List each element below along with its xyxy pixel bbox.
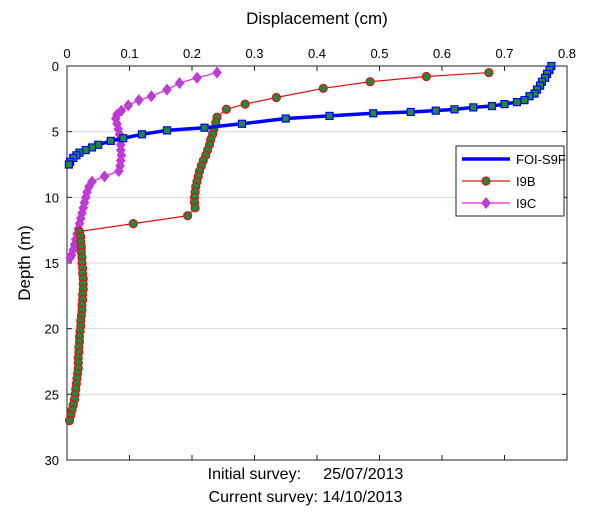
x-tick-label: 0.4 xyxy=(308,46,326,61)
series-foi-s9f xyxy=(64,61,556,169)
x-tick-label: 0 xyxy=(63,46,70,61)
data-point xyxy=(365,77,375,87)
data-point xyxy=(281,114,290,123)
data-point xyxy=(469,103,478,112)
data-point xyxy=(212,66,222,79)
data-point xyxy=(64,416,75,426)
x-tick-label: 0.2 xyxy=(183,46,201,61)
legend-label: I9B xyxy=(516,174,536,189)
y-axis-label: Depth (m) xyxy=(15,225,34,301)
data-point xyxy=(190,203,200,213)
data-point xyxy=(65,251,75,264)
legend-swatch-marker xyxy=(481,197,491,209)
x-axis-ticks: 0 0.1 0.2 0.3 0.4 0.5 0.6 0.7 0.8 xyxy=(63,46,576,460)
series-i9c xyxy=(65,66,222,264)
y-tick-label: 20 xyxy=(45,322,59,337)
data-point xyxy=(137,130,147,139)
data-point xyxy=(487,101,497,111)
legend-item: I9C xyxy=(462,196,536,211)
data-point xyxy=(450,105,459,114)
data-point xyxy=(325,111,334,121)
y-tick-label: 15 xyxy=(45,256,59,271)
data-point xyxy=(484,67,494,78)
data-point xyxy=(406,107,415,117)
data-point xyxy=(114,165,124,178)
y-tick-label: 5 xyxy=(52,125,59,140)
x-tick-label: 0.6 xyxy=(433,46,451,61)
data-point xyxy=(128,219,138,229)
data-point xyxy=(162,126,172,135)
series-layer xyxy=(64,61,556,426)
data-point xyxy=(431,106,440,115)
data-point xyxy=(221,104,231,114)
data-point xyxy=(512,98,522,107)
x-tick-label: 0.3 xyxy=(245,46,263,61)
data-point xyxy=(237,119,247,128)
legend: FOI-S9F I9B I9C xyxy=(455,145,566,217)
data-point xyxy=(192,71,202,84)
initial-survey-date: Initial survey: 25/07/2013 xyxy=(207,466,404,483)
x-axis-label: Displacement (cm) xyxy=(246,9,388,28)
data-point xyxy=(119,134,128,143)
current-survey-date: Current survey: 14/10/2013 xyxy=(208,489,403,506)
data-point xyxy=(99,170,110,183)
data-point xyxy=(240,99,250,109)
x-tick-label: 0.7 xyxy=(495,46,513,61)
data-point xyxy=(421,71,431,82)
data-point xyxy=(318,83,328,93)
y-tick-label: 25 xyxy=(45,387,59,402)
data-point xyxy=(162,83,172,96)
data-point xyxy=(520,96,529,105)
data-point xyxy=(271,92,281,103)
data-point xyxy=(106,136,115,145)
data-point xyxy=(369,109,378,118)
legend-label: I9C xyxy=(516,196,536,211)
y-tick-label: 30 xyxy=(45,453,59,468)
data-point xyxy=(200,123,209,132)
legend-label: FOI-S9F xyxy=(516,152,566,167)
data-point xyxy=(174,77,185,90)
data-point xyxy=(64,160,73,169)
data-point xyxy=(183,211,193,221)
data-point xyxy=(134,94,144,107)
y-axis-ticks: 0 5 10 15 20 25 30 xyxy=(45,59,567,468)
x-tick-label: 0.1 xyxy=(120,46,138,61)
data-point xyxy=(500,99,509,109)
data-point xyxy=(123,99,134,112)
x-tick-label: 0.5 xyxy=(370,46,388,61)
legend-item: I9B xyxy=(462,174,536,189)
x-tick-label: 0.8 xyxy=(558,46,576,61)
series-i9b xyxy=(64,67,494,426)
legend-item: FOI-S9F xyxy=(462,152,566,167)
y-tick-label: 10 xyxy=(45,190,59,205)
y-tick-label: 0 xyxy=(52,59,59,74)
data-point xyxy=(146,90,157,103)
legend-swatch-marker xyxy=(481,176,491,186)
